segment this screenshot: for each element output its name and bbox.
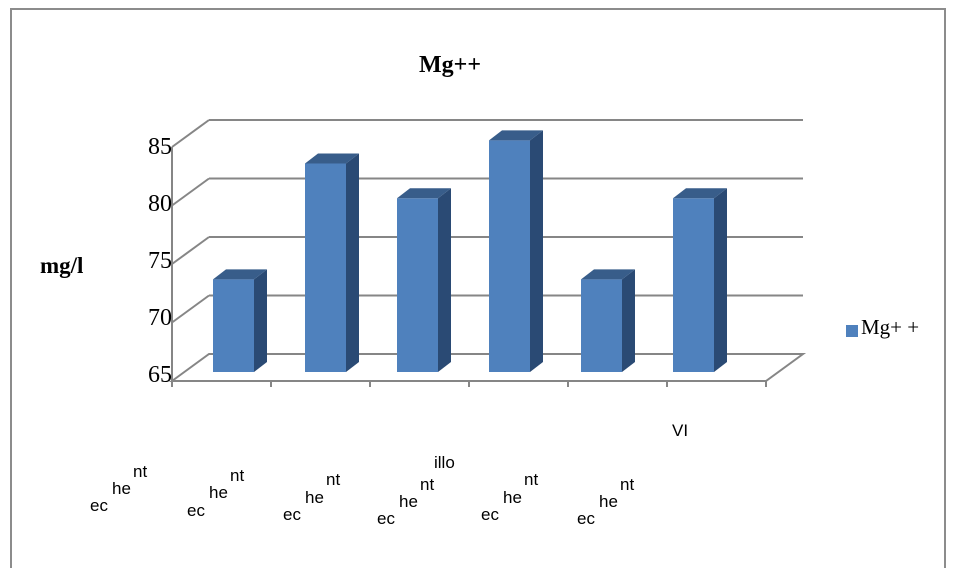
bar xyxy=(397,198,438,372)
y-axis-label: mg/l xyxy=(40,253,84,278)
bar-top xyxy=(489,130,543,141)
x-label-fragment: ec xyxy=(481,505,499,524)
x-label-fragment: nt xyxy=(133,462,148,481)
bar-side xyxy=(254,269,267,372)
x-label-fragment: ec xyxy=(283,505,301,524)
bar-side xyxy=(530,130,543,372)
bar-side xyxy=(622,269,635,372)
bar-top xyxy=(673,188,727,199)
x-label-fragment: he xyxy=(503,488,522,507)
bar xyxy=(673,198,714,372)
bar-top xyxy=(305,153,359,164)
gridline-side xyxy=(171,294,210,324)
bar xyxy=(213,279,254,372)
x-label-fragment: ec xyxy=(90,496,108,515)
bar xyxy=(305,163,346,372)
gridline-side xyxy=(171,119,210,148)
x-label-fragment: nt xyxy=(420,475,435,494)
legend-label: Mg+ + xyxy=(861,315,920,339)
bar-side xyxy=(346,153,359,372)
x-label-fragment: ec xyxy=(187,501,205,520)
bar xyxy=(581,279,622,372)
gridline-side xyxy=(171,236,210,265)
x-label-fragment: nt xyxy=(230,466,245,485)
x-label-fragment: he xyxy=(399,492,418,511)
gridline-side xyxy=(171,177,210,207)
bar-top xyxy=(213,269,267,280)
chart-title: Mg++ xyxy=(418,52,481,78)
x-label-fragment: VI xyxy=(672,421,689,440)
x-label-fragment: he xyxy=(599,492,618,511)
x-label-fragment: nt xyxy=(620,475,635,494)
x-label-fragment: nt xyxy=(524,470,539,489)
bar-top xyxy=(581,269,635,280)
legend-swatch xyxy=(846,324,858,337)
bar xyxy=(489,140,530,372)
x-label-fragment: he xyxy=(209,483,228,502)
x-label-fragment: ec xyxy=(577,509,595,528)
x-label-fragment: illo xyxy=(434,453,455,472)
x-label-fragment: nt xyxy=(326,470,341,489)
x-label-fragment: he xyxy=(112,479,131,498)
y-tick-label: 75 xyxy=(148,248,172,274)
chart-legend: Mg+ + xyxy=(846,315,919,340)
bar-top xyxy=(397,188,451,199)
y-tick-label: 65 xyxy=(148,362,172,388)
y-tick-label: 85 xyxy=(148,134,172,160)
x-label-fragment: ec xyxy=(377,509,395,528)
bar-side xyxy=(438,188,451,372)
y-tick-label: 70 xyxy=(148,305,172,331)
bar-side xyxy=(714,188,727,372)
chart-frame xyxy=(10,8,946,568)
x-label-fragment: he xyxy=(305,488,324,507)
y-tick-label: 80 xyxy=(148,191,172,217)
